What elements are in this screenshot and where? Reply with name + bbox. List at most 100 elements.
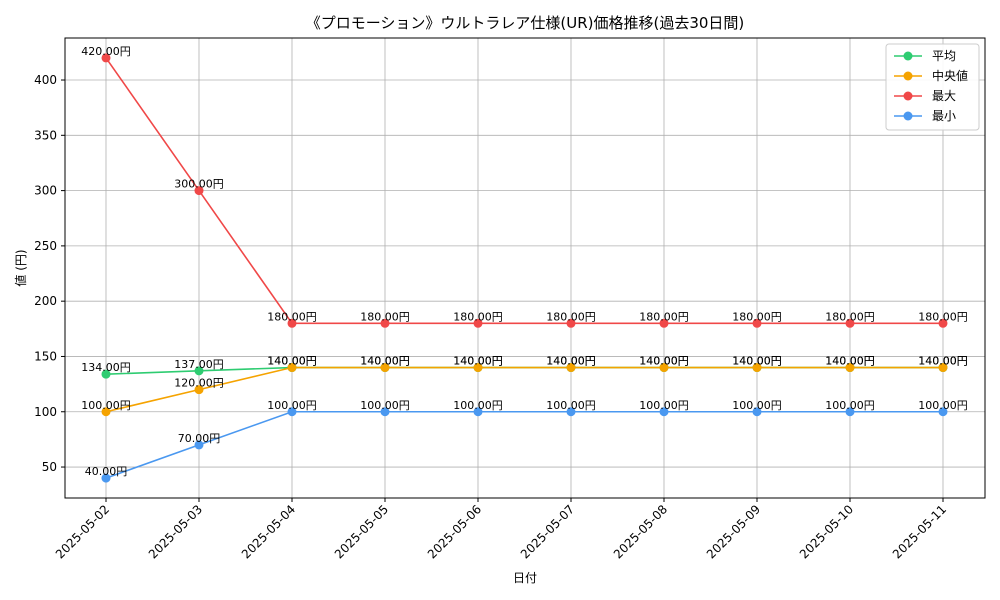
data-label: 140.00円 [267,355,317,368]
data-label: 140.00円 [360,355,410,368]
x-tick-label: 2025-05-09 [704,502,763,561]
data-label: 180.00円 [918,310,968,323]
data-point [101,53,111,63]
y-tick-label: 100 [34,405,57,419]
data-label: 420.00円 [81,45,131,58]
data-label: 140.00円 [639,355,689,368]
data-label: 180.00円 [267,310,317,323]
data-label: 137.00円 [174,358,224,371]
data-point [380,407,390,417]
data-label: 180.00円 [546,310,596,323]
data-point [659,318,669,328]
data-label: 100.00円 [546,399,596,412]
data-label: 140.00円 [453,355,503,368]
data-label: 140.00円 [732,355,782,368]
data-label: 140.00円 [267,355,317,368]
x-tick-label: 2025-05-03 [146,502,205,561]
data-label: 100.00円 [639,399,689,412]
data-label: 140.00円 [918,355,968,368]
data-point [752,363,762,373]
data-label: 120.00円 [174,377,224,390]
series-line-2 [105,366,943,413]
plot-frame [64,37,986,499]
data-point [380,363,390,373]
y-tick-label: 300 [34,184,57,198]
data-labels: 134.00円 137.00円 140.00円 140.00円 140.00円 140.0… [81,45,968,478]
series-group [101,53,948,483]
legend-label: 中央値 [932,68,968,83]
data-label: 100.00円 [81,399,131,412]
x-tick-label: 2025-05-08 [611,502,670,561]
data-label: 40.00円 [85,465,128,478]
data-label: 140.00円 [825,355,875,368]
series-line-4 [105,410,943,479]
data-label: 140.00円 [453,355,503,368]
data-label: 100.00円 [732,399,782,412]
legend-box [885,43,980,131]
x-tick-label: 2025-05-06 [425,502,484,561]
x-tick-label: 2025-05-07 [518,502,577,561]
data-label: 140.00円 [360,355,410,368]
legend-label: 平均 [932,49,956,63]
legend-label: 最小 [932,109,956,123]
y-tick-label: 50 [42,460,57,474]
data-label: 100.00円 [360,399,410,412]
data-point [287,407,297,417]
data-label: 180.00円 [360,310,410,323]
data-label: 134.00円 [81,361,131,374]
data-label: 100.00円 [918,399,968,412]
data-point [287,363,297,373]
chart-title: 《プロモーション》ウルトラレア仕様(UR)価格推移(過去30日間) [306,14,745,32]
data-point [473,318,483,328]
data-label: 180.00円 [825,310,875,323]
data-point [101,407,111,417]
data-point [938,363,948,373]
data-label: 180.00円 [639,310,689,323]
data-point [659,407,669,417]
data-point [752,318,762,328]
y-tick-label: 400 [34,73,57,87]
data-label: 70.00円 [178,432,221,445]
data-point [101,369,111,379]
data-label: 100.00円 [825,399,875,412]
data-point [194,186,204,196]
legend-marker [903,51,913,61]
data-point [194,366,204,376]
x-tick-label: 2025-05-11 [890,502,949,561]
data-label: 140.00円 [825,355,875,368]
data-label: 140.00円 [546,355,596,368]
y-tick-label: 150 [34,349,57,363]
data-point [287,318,297,328]
data-label: 100.00円 [453,399,503,412]
x-axis-ticks: 2025-05-02 2025-05-03 2025-05-04 2025-05-05… [53,498,949,561]
data-point [845,363,855,373]
data-label: 180.00円 [732,310,782,323]
data-point [101,473,111,483]
data-point [566,363,576,373]
x-tick-label: 2025-05-05 [332,502,391,561]
data-point [194,440,204,450]
data-label: 140.00円 [918,355,968,368]
legend-marker [903,71,913,81]
data-point [380,318,390,328]
x-tick-label: 2025-05-04 [239,502,298,561]
x-tick-label: 2025-05-02 [53,502,112,561]
x-tick-label: 2025-05-10 [797,502,856,561]
series-line-1 [105,366,943,375]
data-point [938,407,948,417]
legend-label: 最大 [932,89,956,103]
data-point [659,363,669,373]
legend-marker [903,111,913,121]
data-point [938,318,948,328]
grid [65,38,985,498]
data-label: 140.00円 [546,355,596,368]
y-tick-label: 350 [34,128,57,142]
data-point [752,407,762,417]
legend-marker [903,91,913,101]
data-label: 100.00円 [267,399,317,412]
data-label: 300.00円 [174,178,224,191]
data-point [845,318,855,328]
y-tick-label: 200 [34,294,57,308]
